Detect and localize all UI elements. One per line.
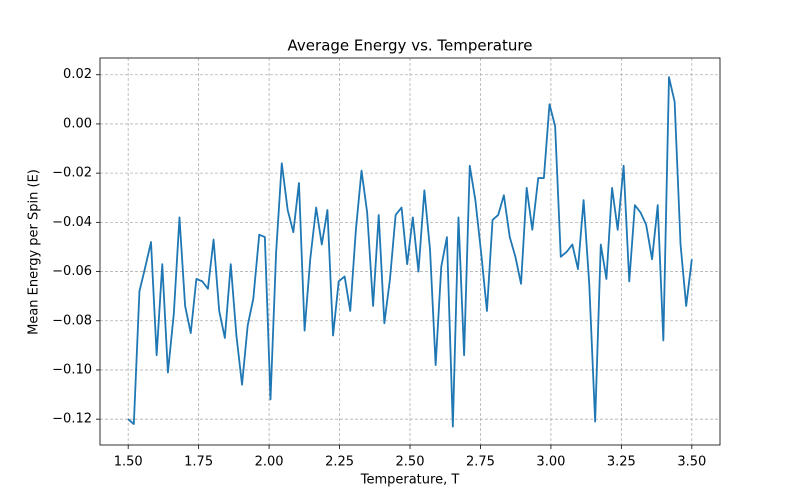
x-tick-label: 1.50 [114, 455, 143, 470]
x-tick-label: 2.50 [396, 455, 425, 470]
y-tick-label: −0.08 [52, 313, 92, 328]
x-tick-label: 2.00 [255, 455, 284, 470]
y-tick-label: −0.12 [52, 412, 92, 427]
chart-title: Average Energy vs. Temperature [288, 37, 533, 55]
x-tick-label: 2.25 [325, 455, 354, 470]
x-tick-label: 1.75 [184, 455, 213, 470]
x-tick-label: 3.50 [677, 455, 706, 470]
x-tick-label: 2.75 [466, 455, 495, 470]
x-tick-label: 3.25 [607, 455, 636, 470]
y-tick-label: 0.00 [63, 116, 92, 131]
y-tick-label: −0.06 [52, 264, 92, 279]
y-axis-label: Mean Energy per Spin (E) [27, 169, 42, 335]
y-tick-label: 0.02 [63, 67, 92, 82]
y-tick-label: −0.10 [52, 362, 92, 377]
x-tick-label: 3.00 [536, 455, 565, 470]
plot-frame [99, 57, 721, 446]
y-tick-label: −0.02 [52, 166, 92, 181]
data-line [127, 76, 693, 428]
x-axis-label: Temperature, T [360, 473, 460, 488]
y-tick-label: −0.04 [52, 215, 92, 230]
